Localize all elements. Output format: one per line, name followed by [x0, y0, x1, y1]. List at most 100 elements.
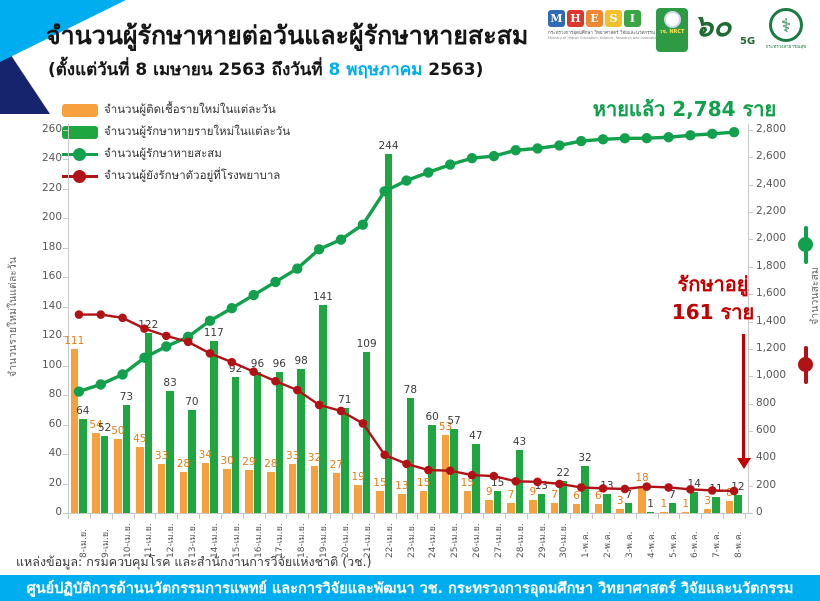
subtitle-suffix: 2563) — [422, 60, 484, 80]
right-axis-tickmark — [748, 239, 753, 241]
new-cases-bar-label: 1 — [682, 497, 690, 510]
bottom-banner: ศูนย์ปฏิบัติการด้านนวัตกรรมการแพทย์ และก… — [0, 575, 820, 601]
left-axis-tickmark — [63, 218, 68, 220]
recovered-bar-label: 64 — [76, 404, 90, 417]
x-axis-tickmark — [417, 514, 419, 519]
recovered-bar-label: 1 — [647, 497, 654, 510]
recovered-bar — [515, 449, 524, 513]
recovered-bar — [428, 424, 436, 513]
left-axis-tickmark — [63, 247, 68, 249]
left-axis-title: จำนวนรายใหม่ในแต่ละวัน — [7, 257, 19, 377]
chart-legend: จำนวนผู้ติดเชื้อรายใหม่ในแต่ละวัน จำนวนผ… — [62, 99, 290, 187]
cumulative-recovered-point — [117, 369, 128, 380]
new-cases-bar-label: 15 — [416, 476, 431, 489]
x-axis-tick-label: 30-เม.ย. — [559, 523, 570, 558]
red-arrow-head-icon — [736, 458, 751, 469]
left-axis-tickmark — [63, 130, 68, 131]
x-axis-tick-label: 25-เม.ย. — [450, 523, 461, 558]
new-cases-bar — [441, 434, 450, 513]
x-axis-tickmark — [461, 514, 463, 519]
left-axis-tick-label: 40 — [48, 447, 62, 460]
page-subtitle: (ตั้งแต่วันที่ 8 เมษายน 2563 ถึงวันที่ 8… — [48, 56, 483, 83]
right-axis-tickmark — [748, 157, 753, 159]
cumulative-recovered-point — [728, 126, 740, 138]
new-cases-bar — [681, 511, 690, 513]
x-axis-tickmark — [199, 514, 201, 519]
x-axis-tick-label: 29-เม.ย. — [537, 523, 548, 558]
red-series-axis-marker-icon — [798, 346, 813, 384]
x-axis-tickmark — [89, 514, 91, 519]
cumulative-recovered-point — [641, 133, 652, 144]
x-axis-tickmark — [220, 514, 222, 519]
right-axis-tick-label: 1,000 — [756, 369, 787, 382]
recovered-bar-label: 32 — [578, 451, 592, 464]
recovered-bar-label: 122 — [138, 319, 159, 332]
recovered-bar-label: 70 — [185, 395, 199, 408]
red-arrow-stem — [742, 334, 745, 460]
nrct-emblem-icon — [663, 11, 681, 28]
recovered-bar — [712, 496, 720, 513]
left-axis-tickmark — [63, 513, 68, 514]
recovered-bar-label: 12 — [731, 481, 745, 494]
x-axis-tick-label: 4-พ.ค. — [646, 531, 657, 558]
x-axis-tickmark — [439, 514, 441, 519]
mhesi-letter-tile: M — [548, 10, 565, 27]
right-axis-tick-label: 1,800 — [756, 259, 787, 272]
recovered-bar — [493, 490, 502, 513]
new-cases-bar — [660, 511, 668, 513]
x-axis-tickmark — [177, 514, 179, 519]
x-axis-tickmark — [286, 514, 288, 519]
cumulative-recovered-point — [576, 135, 587, 147]
mhesi-letter-tile: S — [605, 10, 622, 27]
new-cases-bar — [572, 504, 581, 513]
x-axis-tickmark — [679, 514, 681, 519]
mhesi-letter-tile: H — [567, 10, 584, 27]
x-axis-tick-label: 7-พ.ค. — [712, 531, 723, 558]
recovered-bar — [144, 333, 153, 513]
right-axis-tick-label: 400 — [756, 451, 777, 464]
x-axis-tick-label: 23-เม.ย. — [406, 523, 417, 558]
right-axis-tickmark — [748, 348, 753, 350]
right-axis-tick-label: 0 — [756, 506, 763, 518]
right-axis-tickmark — [748, 294, 753, 296]
new-cases-bar — [288, 464, 297, 513]
cumulative-recovered-point — [510, 145, 521, 156]
recovered-bar-label: 83 — [163, 376, 177, 389]
thai-numeral-60: ๖๐ — [694, 9, 732, 44]
recovered-bar-label: 109 — [356, 338, 377, 351]
right-axis-tick-label: 2,000 — [756, 232, 787, 245]
x-axis-tickmark — [526, 514, 528, 519]
x-axis-tickmark — [613, 514, 615, 519]
recovered-bar — [122, 405, 131, 513]
legend-label: จำนวนผู้ติดเชื้อรายใหม่ในแต่ละวัน — [104, 102, 276, 116]
x-axis-tick-label: 28-เม.ย. — [515, 523, 526, 558]
new-cases-bar — [550, 502, 559, 513]
left-axis-tick-label: 220 — [41, 181, 62, 194]
recovered-bar-label: 7 — [669, 488, 676, 501]
recovered-bar — [646, 511, 655, 513]
right-axis-tick-label: 1,600 — [756, 287, 787, 300]
cumulative-recovered-point — [488, 150, 500, 162]
new-cases-bar — [114, 439, 122, 513]
x-axis-tickmark — [155, 514, 157, 519]
x-axis-tickmark — [548, 514, 550, 519]
recovered-bar — [231, 377, 240, 513]
x-axis-tickmark — [745, 514, 746, 519]
cumulative-recovered-point — [619, 133, 631, 144]
in-hospital-point — [183, 337, 193, 347]
left-axis-tickmark — [63, 159, 68, 161]
recovered-bar-label: 117 — [203, 326, 224, 339]
x-axis-tick-label: 22-เม.ย. — [384, 523, 395, 558]
new-cases-bar-label: 6 — [595, 490, 602, 503]
right-axis-tickmark — [748, 376, 753, 378]
mhesi-letter-tile: I — [624, 10, 641, 27]
new-cases-bar — [398, 493, 406, 513]
left-axis-tickmark — [63, 365, 68, 367]
left-axis-tick-label: 0 — [55, 506, 62, 518]
cumulative-recovered-point — [270, 276, 281, 288]
right-axis-line — [748, 124, 749, 513]
in-hospital-annotation-line2: 161 ราย — [671, 300, 755, 324]
left-axis-tick-label: 160 — [41, 270, 62, 283]
nrct-caption: วช. NRCT — [659, 29, 685, 35]
new-cases-bar — [179, 471, 188, 513]
